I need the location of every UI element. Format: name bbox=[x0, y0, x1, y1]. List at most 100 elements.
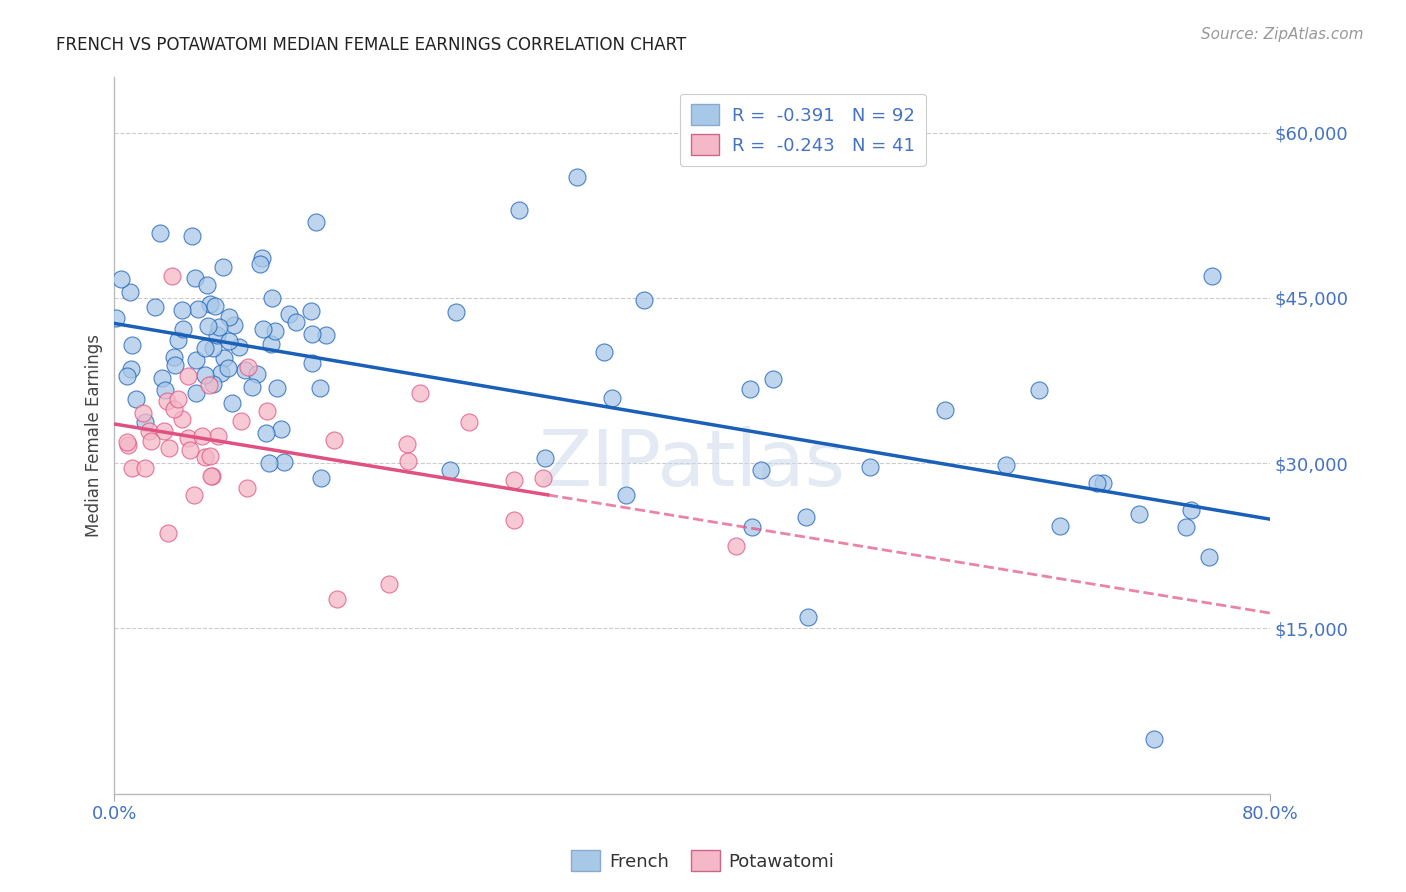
Point bbox=[323, 433, 346, 447]
Point bbox=[194, 368, 217, 382]
Point bbox=[934, 402, 956, 417]
Point bbox=[155, 384, 177, 398]
Point bbox=[534, 450, 557, 465]
Point bbox=[277, 307, 299, 321]
Point bbox=[143, 300, 166, 314]
Point bbox=[254, 425, 277, 440]
Point bbox=[378, 577, 401, 591]
Point bbox=[614, 488, 637, 502]
Point bbox=[285, 314, 308, 328]
Point bbox=[125, 392, 148, 406]
Point bbox=[995, 458, 1018, 472]
Point bbox=[172, 322, 194, 336]
Point bbox=[398, 454, 420, 468]
Point bbox=[166, 392, 188, 406]
Point bbox=[221, 396, 243, 410]
Point bbox=[1085, 475, 1108, 490]
Point bbox=[212, 260, 235, 275]
Point bbox=[1201, 268, 1223, 283]
Legend: French, Potawatomi: French, Potawatomi bbox=[564, 843, 842, 879]
Point bbox=[565, 169, 588, 184]
Point bbox=[157, 526, 180, 541]
Point bbox=[121, 338, 143, 352]
Point bbox=[211, 367, 233, 381]
Point bbox=[593, 345, 616, 359]
Point bbox=[217, 361, 239, 376]
Point bbox=[246, 367, 269, 381]
Point bbox=[141, 434, 163, 448]
Point bbox=[724, 539, 747, 553]
Point bbox=[176, 431, 198, 445]
Point bbox=[176, 368, 198, 383]
Point bbox=[257, 456, 280, 470]
Point bbox=[149, 226, 172, 240]
Point bbox=[117, 438, 139, 452]
Point bbox=[762, 372, 785, 386]
Point bbox=[167, 334, 190, 348]
Point bbox=[260, 291, 283, 305]
Point bbox=[191, 429, 214, 443]
Point bbox=[1028, 384, 1050, 398]
Point bbox=[200, 450, 222, 464]
Point bbox=[200, 297, 222, 311]
Point bbox=[134, 416, 156, 430]
Point bbox=[172, 303, 194, 318]
Point bbox=[172, 411, 194, 425]
Point bbox=[264, 324, 287, 338]
Point bbox=[1049, 518, 1071, 533]
Point bbox=[134, 461, 156, 475]
Point bbox=[117, 368, 139, 383]
Point bbox=[311, 470, 333, 484]
Point bbox=[796, 610, 818, 624]
Point bbox=[249, 257, 271, 271]
Point bbox=[260, 337, 283, 351]
Point bbox=[252, 321, 274, 335]
Point bbox=[150, 371, 173, 385]
Point bbox=[238, 360, 260, 375]
Point bbox=[531, 471, 554, 485]
Point bbox=[256, 404, 278, 418]
Legend: R =  -0.391   N = 92, R =  -0.243   N = 41: R = -0.391 N = 92, R = -0.243 N = 41 bbox=[679, 94, 925, 166]
Point bbox=[301, 355, 323, 369]
Point bbox=[205, 328, 228, 343]
Point bbox=[309, 381, 332, 395]
Point bbox=[118, 285, 141, 299]
Point bbox=[503, 513, 526, 527]
Point bbox=[600, 392, 623, 406]
Point bbox=[201, 468, 224, 483]
Point bbox=[184, 352, 207, 367]
Point bbox=[138, 424, 160, 438]
Point bbox=[153, 424, 176, 438]
Point bbox=[120, 362, 142, 376]
Point bbox=[1128, 507, 1150, 521]
Point bbox=[458, 416, 481, 430]
Point bbox=[1198, 549, 1220, 564]
Point bbox=[180, 228, 202, 243]
Point bbox=[439, 463, 461, 477]
Point bbox=[250, 252, 273, 266]
Y-axis label: Median Female Earnings: Median Female Earnings bbox=[86, 334, 103, 537]
Point bbox=[315, 327, 337, 342]
Point bbox=[202, 376, 225, 391]
Point bbox=[218, 310, 240, 324]
Point bbox=[183, 271, 205, 285]
Point bbox=[508, 202, 530, 217]
Point bbox=[207, 320, 229, 334]
Point bbox=[115, 435, 138, 450]
Point bbox=[200, 468, 222, 483]
Point bbox=[222, 318, 245, 332]
Point bbox=[218, 334, 240, 349]
Point bbox=[633, 293, 655, 307]
Point bbox=[741, 520, 763, 534]
Point bbox=[165, 358, 187, 372]
Point bbox=[212, 351, 235, 365]
Point bbox=[121, 461, 143, 475]
Point bbox=[184, 386, 207, 401]
Text: ZIPatlas: ZIPatlas bbox=[538, 426, 845, 502]
Point bbox=[305, 214, 328, 228]
Point bbox=[183, 488, 205, 502]
Point bbox=[132, 407, 155, 421]
Point bbox=[187, 301, 209, 316]
Point bbox=[162, 350, 184, 364]
Point bbox=[194, 341, 217, 355]
